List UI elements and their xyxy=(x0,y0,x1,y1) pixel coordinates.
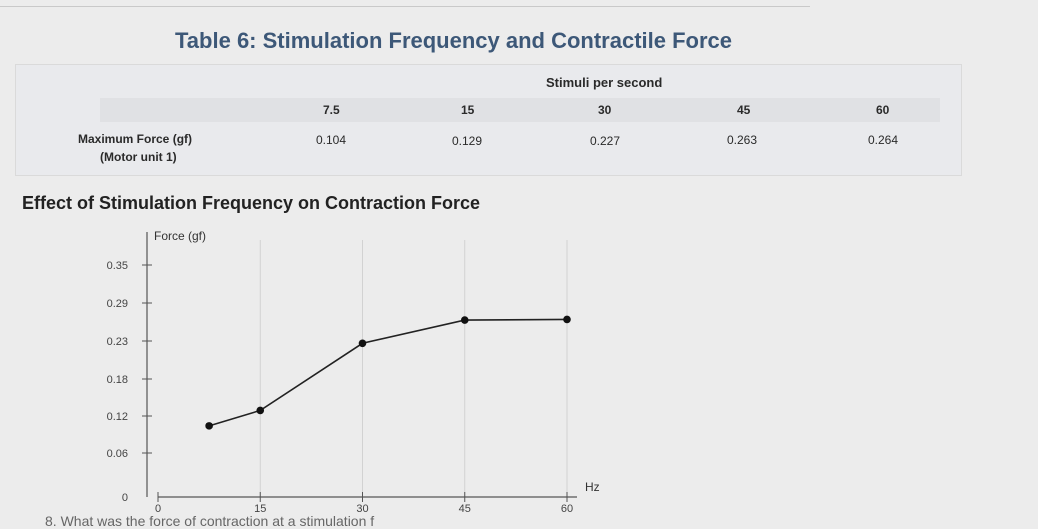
x-tick-label: 15 xyxy=(254,503,266,515)
y-tick-label: 0 xyxy=(122,492,128,504)
table-cell: 0.263 xyxy=(727,133,758,147)
table-cell: 0.264 xyxy=(868,133,899,147)
column-header: 60 xyxy=(876,103,890,117)
table-cell: 0.227 xyxy=(590,134,621,148)
row-label: Maximum Force (gf) xyxy=(78,132,193,146)
column-header: 45 xyxy=(737,103,751,117)
x-tick-label: 0 xyxy=(155,503,161,515)
chart-title: Effect of Stimulation Frequency on Contr… xyxy=(22,193,481,213)
y-tick-label: 0.29 xyxy=(107,298,128,310)
table-header-row xyxy=(100,98,940,122)
y-axis-title: Force (gf) xyxy=(154,229,206,243)
question-text: 8. What was the force of contraction at … xyxy=(45,513,375,529)
y-tick-label: 0.06 xyxy=(107,448,128,460)
y-tick-label: 0.23 xyxy=(107,336,128,348)
x-tick-label: 60 xyxy=(561,503,573,515)
data-point xyxy=(358,339,367,348)
table-title: Table 6: Stimulation Frequency and Contr… xyxy=(175,28,733,53)
y-tick-label: 0.18 xyxy=(107,374,128,386)
table-cell: 0.104 xyxy=(316,133,347,147)
x-axis-title: Hz xyxy=(585,480,600,494)
y-tick-label: 0.12 xyxy=(107,411,128,423)
y-tick-label: 0.35 xyxy=(107,260,128,272)
data-point xyxy=(460,316,469,324)
top-divider xyxy=(0,6,810,7)
x-tick-label: 45 xyxy=(459,503,471,515)
data-point xyxy=(563,315,571,324)
column-header: 15 xyxy=(461,103,475,117)
data-point xyxy=(256,406,265,415)
column-header: 7.5 xyxy=(323,103,340,117)
row-sublabel: (Motor unit 1) xyxy=(100,150,177,164)
x-tick-label: 30 xyxy=(356,503,368,515)
header-group-label: Stimuli per second xyxy=(546,75,663,90)
column-header: 30 xyxy=(598,103,612,117)
table-cell: 0.129 xyxy=(452,134,483,148)
data-point xyxy=(205,422,213,430)
